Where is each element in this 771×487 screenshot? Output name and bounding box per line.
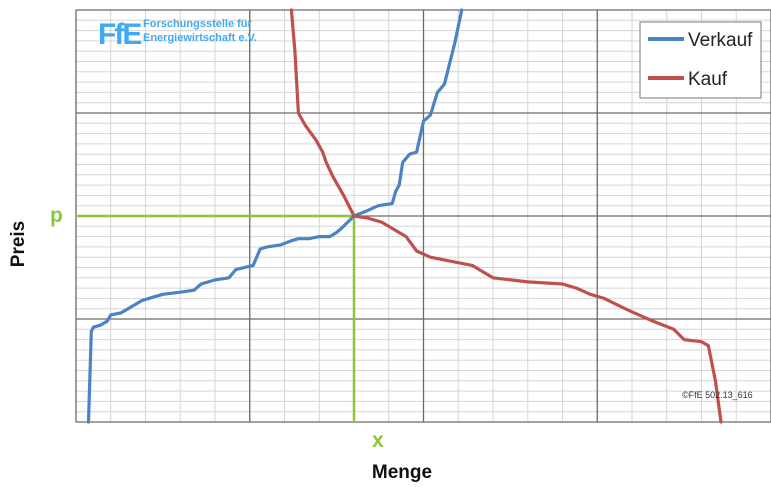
legend-label-kauf: Kauf: [688, 69, 728, 90]
legend-box: [639, 21, 762, 99]
y-axis-title: Preis: [8, 221, 29, 267]
p-label: p: [50, 204, 63, 227]
copyright-note: ©FfE 502.13_616: [682, 390, 753, 400]
x-label: x: [372, 429, 384, 452]
major-gridlines: [75, 9, 771, 423]
legend-label-verkauf: Verkauf: [688, 30, 753, 51]
legend: Verkauf Kauf: [639, 21, 762, 99]
logo-line-1: Forschungsstelle für: [143, 18, 253, 30]
equilibrium-markers: [76, 214, 356, 422]
series-line-kauf: [289, 8, 723, 424]
series-line-verkauf: [86, 8, 464, 424]
logo-line-2: Energiewirtschaft e.V.: [143, 32, 257, 44]
series-layer: [86, 8, 723, 424]
logo-mark: FfE: [98, 18, 141, 51]
ffe-logo: FfE Forschungsstelle für Energiewirtscha…: [98, 18, 257, 51]
x-axis-title: Menge: [372, 462, 432, 483]
